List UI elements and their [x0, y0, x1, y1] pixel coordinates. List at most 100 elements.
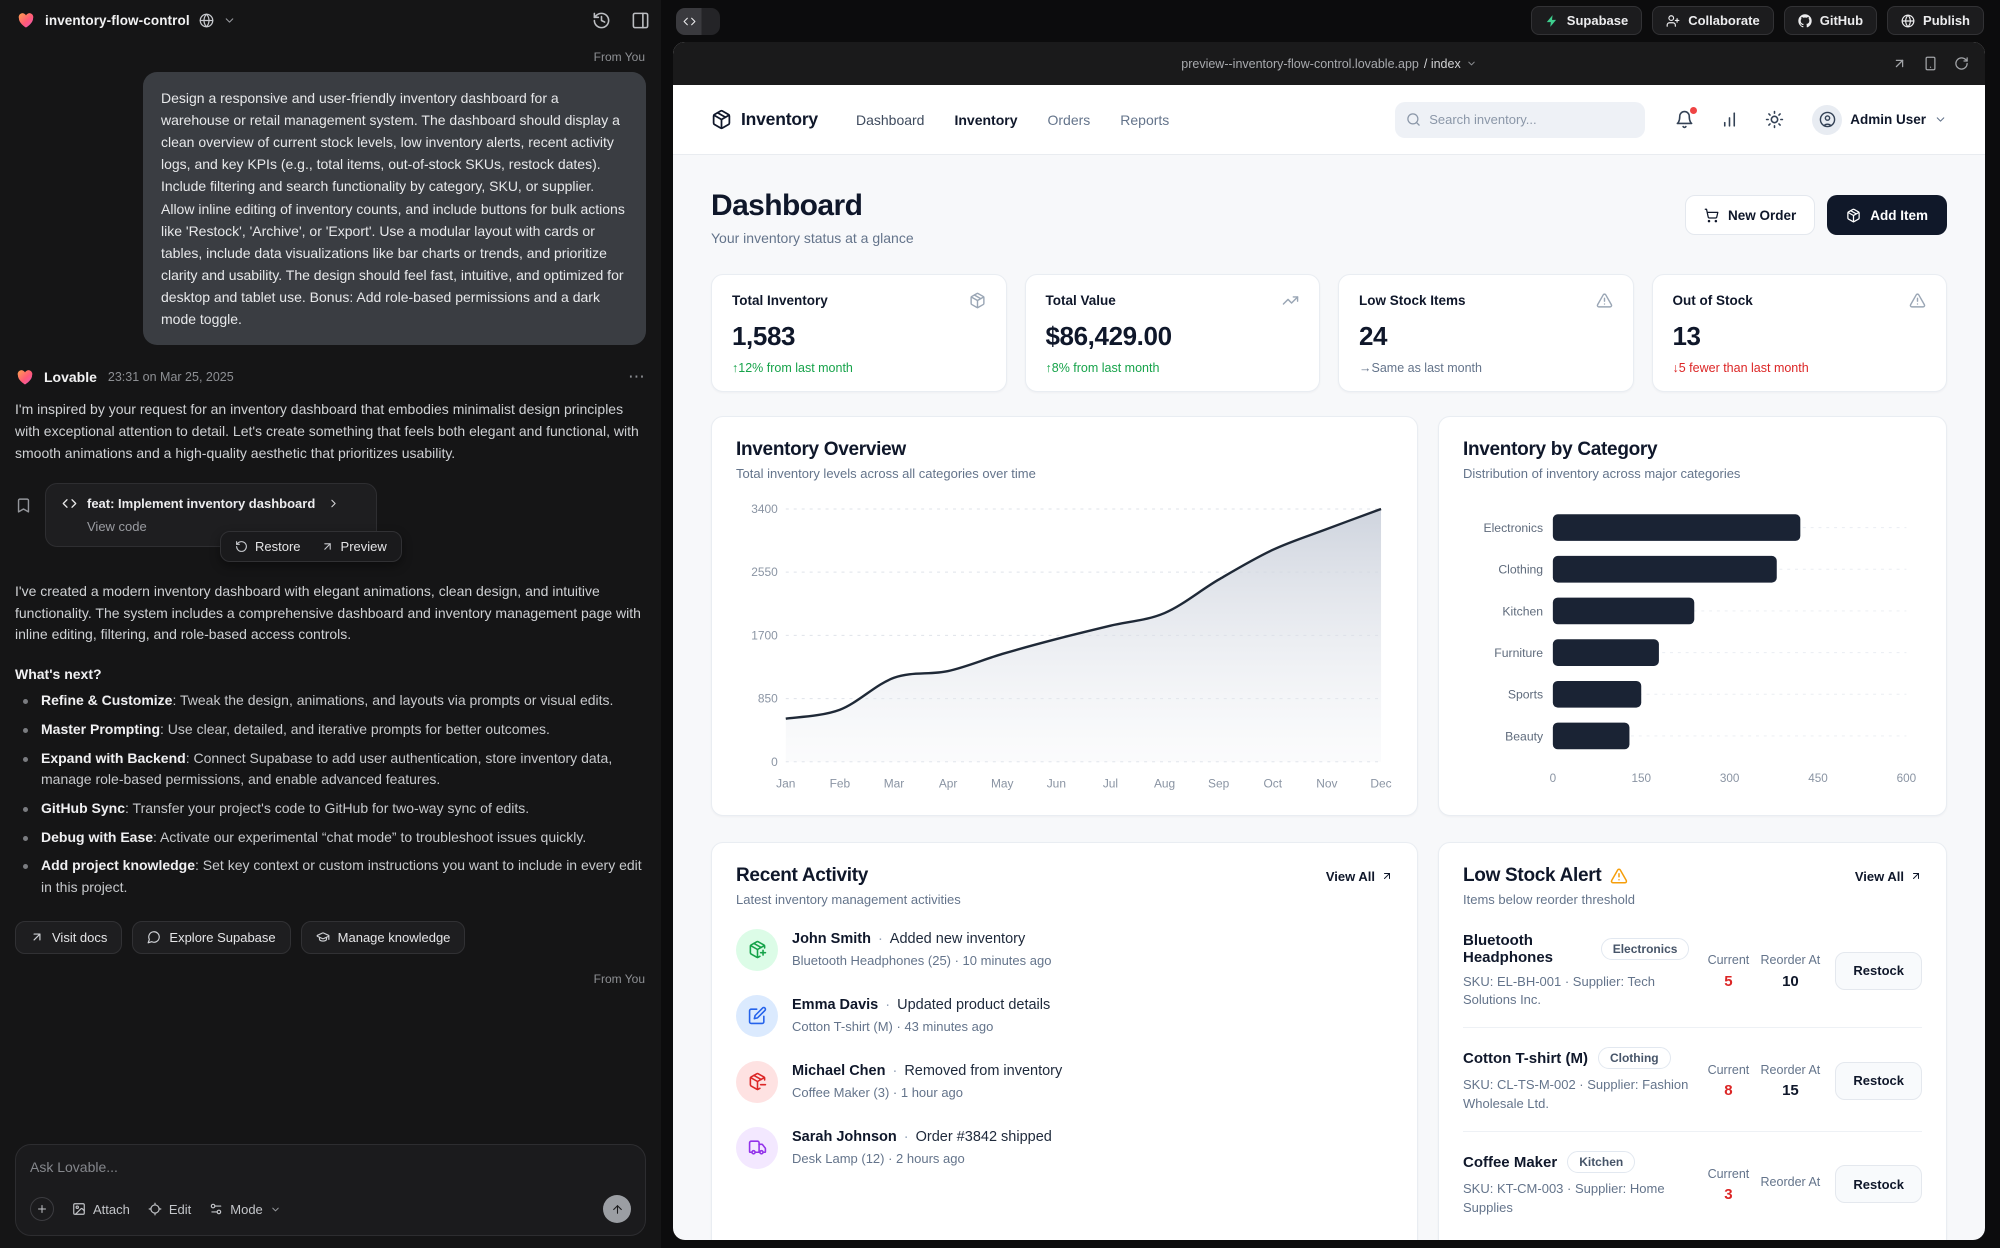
mobile-view-icon[interactable]	[1923, 56, 1938, 71]
notifications-bell-icon[interactable]	[1675, 107, 1698, 129]
preview-frame: preview--inventory-flow-control.lovable.…	[673, 42, 1985, 1240]
message-options-icon[interactable]: ⋯	[628, 367, 646, 387]
svg-text:Jul: Jul	[1103, 777, 1118, 791]
recent-activity-card: Recent Activity Latest inventory managem…	[711, 841, 1418, 1240]
svg-text:Electronics: Electronics	[1483, 521, 1543, 535]
preview-icon	[321, 540, 334, 553]
chevron-down-icon	[1934, 113, 1947, 126]
chat-footer-button[interactable]: Visit docs	[15, 920, 123, 954]
workspace-action-button[interactable]: Collaborate	[1652, 6, 1774, 35]
workspace-action-button[interactable]: Supabase	[1530, 6, 1643, 35]
nav-link-dashboard[interactable]: Dashboard	[855, 111, 925, 128]
commit-card-wrap: feat: Implement inventory dashboard View…	[15, 482, 646, 562]
workspace-action-button[interactable]: Publish	[1887, 6, 1984, 35]
nav-link-reports[interactable]: Reports	[1120, 111, 1170, 128]
refresh-icon[interactable]	[1954, 56, 1969, 71]
analytics-icon[interactable]	[1720, 110, 1739, 129]
restore-icon	[235, 540, 248, 553]
svg-text:150: 150	[1631, 772, 1651, 785]
lovable-chat-panel: inventory-flow-control From You Design a…	[0, 0, 661, 1248]
arrow-up-right-icon	[1910, 870, 1922, 882]
package-logo-icon	[711, 109, 732, 130]
category-badge: Kitchen	[1567, 1151, 1636, 1173]
target-icon	[148, 1202, 162, 1216]
code-preview-toggle[interactable]	[676, 8, 720, 35]
preview-url[interactable]: preview--inventory-flow-control.lovable.…	[1181, 57, 1476, 71]
restock-button[interactable]: Restock	[1835, 1165, 1922, 1204]
view-all-link[interactable]: View All	[1855, 869, 1922, 884]
new-order-button[interactable]: New Order	[1684, 195, 1816, 235]
restore-button[interactable]: Restore	[235, 539, 301, 554]
next-step-item: Master Prompting: Use clear, detailed, a…	[15, 719, 646, 741]
chat-footer-button[interactable]: Explore Supabase	[132, 920, 291, 954]
bookmark-icon[interactable]	[15, 497, 32, 514]
image-icon	[72, 1202, 86, 1216]
warning-triangle-icon	[1610, 867, 1628, 885]
search-input[interactable]	[1395, 101, 1646, 138]
kpi-delta: ↓5 fewer than last month	[1672, 361, 1809, 375]
inventory-overview-svg: 0 850 1700 2550 3400 Jan Feb Mar Apr May Jun Jul Aug…	[751, 502, 1391, 791]
add-item-button[interactable]: Add Item	[1827, 195, 1947, 235]
category-badge: Electronics	[1600, 937, 1690, 960]
section-title: Recent Activity	[736, 864, 869, 886]
svg-text:0: 0	[771, 755, 778, 769]
app-navbar: Inventory Dashboard Inventory Orders Report…	[673, 85, 1985, 155]
assistant-summary: I've created a modern inventory dashboar…	[15, 582, 641, 643]
whats-next-heading: What's next?	[15, 666, 102, 683]
nav-link-inventory[interactable]: Inventory	[954, 111, 1018, 128]
attach-button[interactable]: Attach	[72, 1202, 130, 1217]
history-icon[interactable]	[592, 11, 611, 30]
activity-icon	[736, 1126, 778, 1169]
kpi-card: Total Inventory 1,583 ↑12% from last mon…	[711, 274, 1007, 392]
notification-dot	[1690, 107, 1698, 114]
chevron-down-icon	[270, 1204, 281, 1215]
kpi-card: Low Stock Items 24 →Same as last month	[1338, 274, 1634, 392]
chat-footer-button[interactable]: Manage knowledge	[300, 920, 466, 954]
kpi-card: Out of Stock 13 ↓5 fewer than last month	[1651, 274, 1947, 392]
svg-text:Feb: Feb	[830, 777, 851, 791]
preview-button[interactable]: Preview	[321, 539, 387, 554]
svg-text:300: 300	[1720, 772, 1740, 785]
view-all-link[interactable]: View All	[1326, 869, 1393, 884]
activity-item: Emma Davis · Updated product details Cotto…	[736, 994, 1393, 1037]
workspace-action-button[interactable]: GitHub	[1783, 6, 1878, 35]
inventory-app: Inventory Dashboard Inventory Orders Report…	[673, 85, 1985, 1240]
chat-input[interactable]	[30, 1159, 631, 1175]
restock-button[interactable]: Restock	[1835, 1061, 1922, 1100]
composer[interactable]: Attach Edit Mode	[15, 1144, 646, 1236]
edit-button[interactable]: Edit	[148, 1202, 191, 1217]
next-step-item: Refine & Customize: Tweak the design, an…	[15, 690, 646, 712]
cart-icon	[1704, 208, 1719, 223]
open-external-icon[interactable]	[1892, 56, 1907, 71]
nav-link-orders[interactable]: Orders	[1047, 111, 1091, 128]
svg-text:Mar: Mar	[884, 777, 905, 791]
mode-selector[interactable]: Mode	[209, 1202, 281, 1217]
chevron-down-icon[interactable]	[223, 14, 236, 27]
chart-title: Inventory by Category	[1462, 439, 1658, 460]
low-stock-row: Coffee Maker Kitchen SKU: KT-CM-003 · Sup…	[1463, 1132, 1922, 1235]
code-icon	[683, 15, 696, 28]
add-attachment-button[interactable]	[30, 1197, 54, 1221]
plus-icon	[36, 1203, 48, 1215]
svg-text:Nov: Nov	[1316, 777, 1337, 791]
chevron-right-icon	[327, 497, 340, 510]
chat-footer-buttons: Visit docs Explore Supabase Manage knowled…	[15, 920, 646, 954]
user-menu[interactable]: Admin User	[1812, 104, 1947, 135]
svg-text:Sep: Sep	[1208, 777, 1230, 791]
view-code-link[interactable]: View code	[87, 518, 147, 534]
send-button[interactable]	[603, 1195, 631, 1223]
kpi-icon	[1282, 292, 1299, 309]
activity-list: John Smith · Added new inventory Bluetooth…	[736, 928, 1393, 1169]
project-name[interactable]: inventory-flow-control	[45, 12, 190, 28]
restock-button[interactable]: Restock	[1835, 951, 1922, 990]
chevron-down-icon	[1466, 58, 1477, 69]
app-brand[interactable]: Inventory	[711, 109, 818, 130]
svg-text:Jan: Jan	[776, 777, 795, 791]
panel-layout-icon[interactable]	[631, 11, 650, 30]
theme-toggle-sun-icon[interactable]	[1765, 110, 1784, 129]
project-header: inventory-flow-control	[0, 0, 661, 40]
kpi-icon	[1909, 292, 1926, 309]
globe-icon[interactable]	[199, 13, 214, 28]
code-icon	[62, 496, 77, 511]
low-stock-row: Bluetooth Headphones Electronics SKU: EL-…	[1462, 913, 1922, 1029]
